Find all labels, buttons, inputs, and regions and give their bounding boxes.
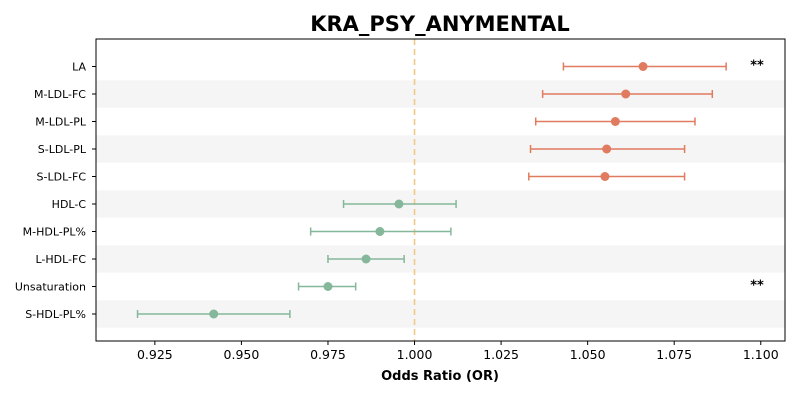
- row-band: [96, 245, 785, 273]
- forest-row: M-LDL-PL: [35, 116, 696, 129]
- forest-row: LA **: [72, 59, 764, 74]
- forest-row: M-LDL-FC: [34, 88, 714, 101]
- y-tick-label: HDL-C: [52, 198, 87, 211]
- significance-label: **: [750, 59, 764, 74]
- point-estimate: [621, 89, 631, 99]
- forest-row: Unsaturation **: [15, 279, 764, 294]
- y-tick-label: S-LDL-PL: [38, 143, 87, 156]
- point-estimate: [638, 62, 648, 71]
- forest-row: S-LDL-FC: [37, 171, 686, 184]
- forest-row: M-HDL-PL%: [23, 226, 452, 239]
- y-tick-label: LA: [72, 61, 86, 74]
- x-tick-label: 0.925: [137, 347, 173, 362]
- point-estimate: [600, 172, 610, 181]
- y-tick-label: L-HDL-FC: [35, 253, 86, 266]
- chart-title: KRA_PSY_ANYMENTAL: [310, 12, 570, 36]
- point-estimate: [361, 254, 371, 264]
- x-tick-label: 1.075: [656, 347, 692, 362]
- y-tick-label: S-HDL-PL%: [25, 308, 86, 321]
- point-estimate: [375, 227, 385, 236]
- x-axis-label: Odds Ratio (OR): [381, 369, 499, 384]
- point-estimate: [209, 309, 219, 319]
- x-tick-label: 0.975: [310, 347, 346, 362]
- forest-row: S-LDL-PL: [38, 143, 686, 156]
- x-tick-label: 0.950: [224, 347, 260, 362]
- point-estimate: [610, 117, 620, 126]
- significance-label: **: [750, 279, 764, 294]
- forest-row: L-HDL-FC: [35, 253, 405, 266]
- y-tick-label: M-LDL-FC: [34, 88, 86, 101]
- y-tick-label: Unsaturation: [15, 281, 86, 294]
- axes: 0.925 0.950 0.975 1.000 1.025 1.050 1.075 1.100: [92, 38, 786, 362]
- x-tick-label: 1.000: [397, 347, 433, 362]
- y-tick-label: M-HDL-PL%: [23, 226, 86, 239]
- point-estimate: [602, 144, 612, 154]
- plot-frame: [95, 38, 786, 342]
- forest-row: S-HDL-PL%: [25, 308, 291, 321]
- x-tick-label: 1.100: [743, 347, 779, 362]
- forest-row: HDL-C: [52, 198, 457, 211]
- point-estimate: [394, 199, 404, 209]
- point-estimate: [323, 282, 333, 291]
- y-tick-label: S-LDL-FC: [37, 171, 87, 184]
- x-tick-label: 1.025: [483, 347, 519, 362]
- x-tick-label: 1.050: [570, 347, 606, 362]
- data-rows: LA ** M-LDL-FC M-LDL-PL S-LDL-PL S-LDL-FC HDL-…: [15, 59, 764, 322]
- y-tick-label: M-LDL-PL: [35, 116, 87, 129]
